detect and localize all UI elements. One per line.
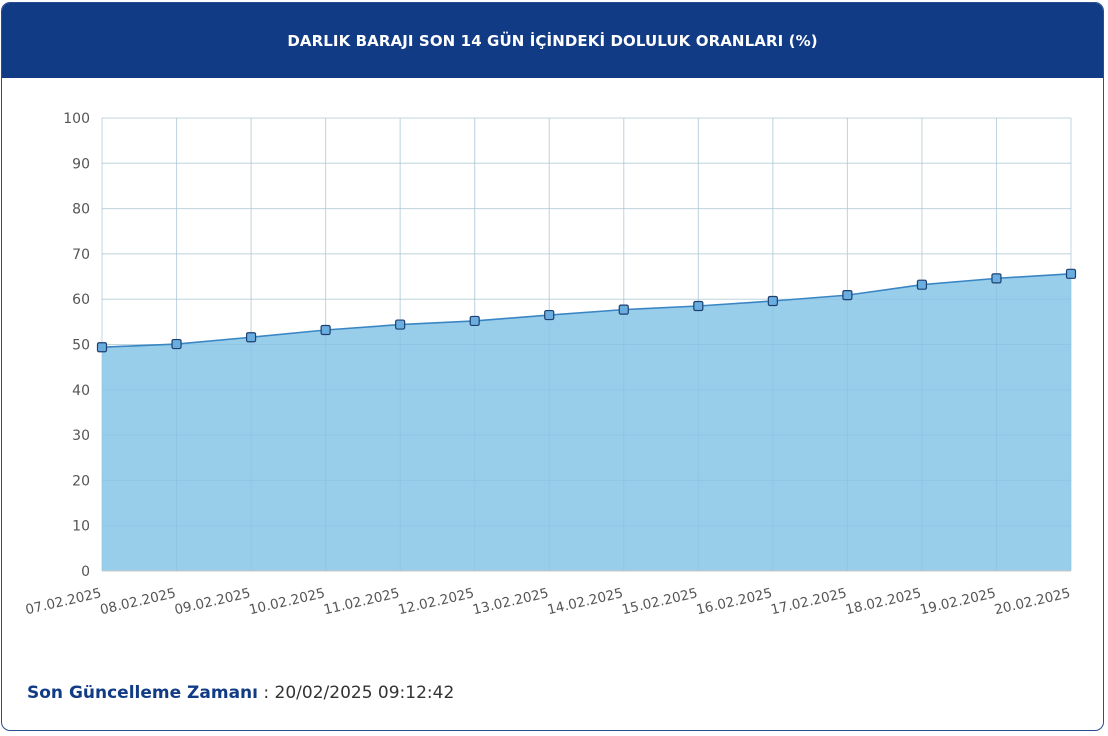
- data-point: [991, 273, 1002, 284]
- fill-rate-chart: 0 10 20 30 40 50 60 70 80 90 100 07.02.202508.02.20…: [24, 111, 1077, 618]
- y-tick-label: 20: [72, 473, 90, 489]
- data-point: [544, 309, 555, 321]
- chart-title: DARLIK BARAJI SON 14 GÜN İÇİNDEKİ DOLULU…: [287, 31, 818, 50]
- y-tick-label: 0: [81, 564, 90, 580]
- data-point: [842, 290, 853, 301]
- area-fill: [102, 273, 1071, 571]
- x-tick-label: 15.02.2025: [620, 585, 699, 618]
- data-point: [171, 338, 182, 350]
- chart-area: 0 10 20 30 40 50 60 70 80 90 100 07.02.2025 08.02.20…: [2, 78, 1103, 658]
- x-tick-label: 09.02.2025: [173, 585, 252, 618]
- x-tick-label: 18.02.2025: [844, 585, 923, 618]
- series-line: [101, 273, 1072, 349]
- x-tick-label: 14.02.2025: [546, 585, 625, 618]
- last-update-value: 20/02/2025 09:12:42: [274, 683, 455, 703]
- y-tick-label: 40: [72, 383, 90, 399]
- data-point: [693, 300, 704, 312]
- y-tick-label: 100: [63, 111, 90, 127]
- last-update-label: Son Güncelleme Zamanı: [27, 683, 258, 703]
- y-tick-label: 10: [72, 519, 90, 535]
- last-update-separator: :: [257, 683, 275, 703]
- data-point: [1065, 268, 1077, 279]
- x-tick-label: 19.02.2025: [918, 585, 997, 618]
- y-tick-label: 80: [72, 202, 90, 218]
- y-tick-label: 30: [72, 428, 90, 444]
- chart-title-bar: DARLIK BARAJI SON 14 GÜN İÇİNDEKİ DOLULU…: [2, 3, 1103, 78]
- x-tick-label: 16.02.2025: [695, 585, 774, 618]
- data-point: [618, 304, 629, 315]
- x-tick-label: 12.02.2025: [397, 585, 476, 618]
- y-tick-label: 50: [72, 338, 90, 354]
- y-tick-label: 90: [72, 156, 90, 172]
- data-point: [469, 315, 480, 327]
- y-tick-label: 70: [72, 247, 90, 263]
- data-point: [320, 324, 331, 336]
- x-tick-label: 08.02.2025: [99, 585, 178, 618]
- data-point: [767, 295, 778, 307]
- data-point: [395, 319, 406, 330]
- x-tick-label: 20.02.2025: [993, 585, 1072, 618]
- data-point: [96, 342, 108, 353]
- x-tick-label: 13.02.2025: [471, 585, 550, 618]
- data-point: [245, 332, 257, 343]
- x-tick-label: 10.02.2025: [248, 585, 327, 618]
- data-point: [916, 279, 928, 290]
- x-tick-label: 17.02.2025: [769, 585, 848, 618]
- y-tick-label: 60: [72, 292, 90, 308]
- x-tick-label: 07.02.2025: [24, 585, 103, 618]
- last-update: Son Güncelleme Zamanı : 20/02/2025 09:12…: [27, 683, 454, 703]
- x-tick-label: 11.02.2025: [322, 585, 401, 618]
